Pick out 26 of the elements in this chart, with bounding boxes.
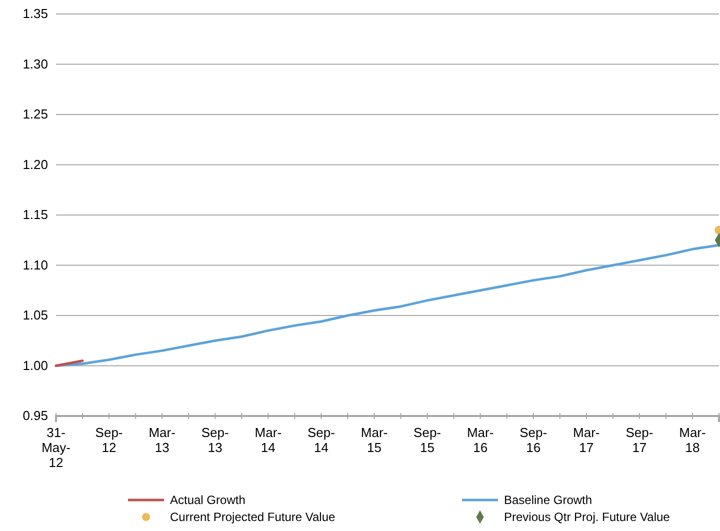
x-tick-label: Sep-13 xyxy=(201,425,229,456)
y-tick-label: 1.00 xyxy=(22,358,48,373)
x-tick-label: Mar-14 xyxy=(254,425,282,456)
x-tick-label: Mar-13 xyxy=(148,425,176,456)
x-tick-label: 31-May-12 xyxy=(42,425,70,470)
y-tick-label: 1.05 xyxy=(22,308,48,323)
y-tick-label: 1.10 xyxy=(22,257,48,272)
y-tick-label: 0.95 xyxy=(22,408,48,424)
x-tick-label: Sep-12 xyxy=(95,425,123,456)
y-tick-label: 1.20 xyxy=(22,156,48,172)
x-tick-label: Mar-17 xyxy=(573,425,600,456)
x-tick-label: Sep-17 xyxy=(626,425,654,456)
legend-label: Baseline Growth xyxy=(504,493,592,508)
legend-label: Current Projected Future Value xyxy=(170,510,336,524)
y-tick-label: 1.35 xyxy=(22,6,48,22)
x-tick-label: Sep-16 xyxy=(520,425,548,456)
y-tick-label: 1.25 xyxy=(22,106,48,122)
x-tick-label: Sep-14 xyxy=(307,425,335,456)
legend-label: Actual Growth xyxy=(170,493,246,508)
x-tick-label: Mar-18 xyxy=(679,425,706,456)
y-tick-label: 1.30 xyxy=(22,56,48,72)
y-tick-label: 1.15 xyxy=(22,207,48,222)
x-tick-label: Sep-15 xyxy=(414,425,442,456)
legend-label: Previous Qtr Proj. Future Value xyxy=(504,510,670,524)
x-tick-label: Mar-16 xyxy=(466,425,494,456)
x-tick-label: Mar-15 xyxy=(360,425,388,456)
